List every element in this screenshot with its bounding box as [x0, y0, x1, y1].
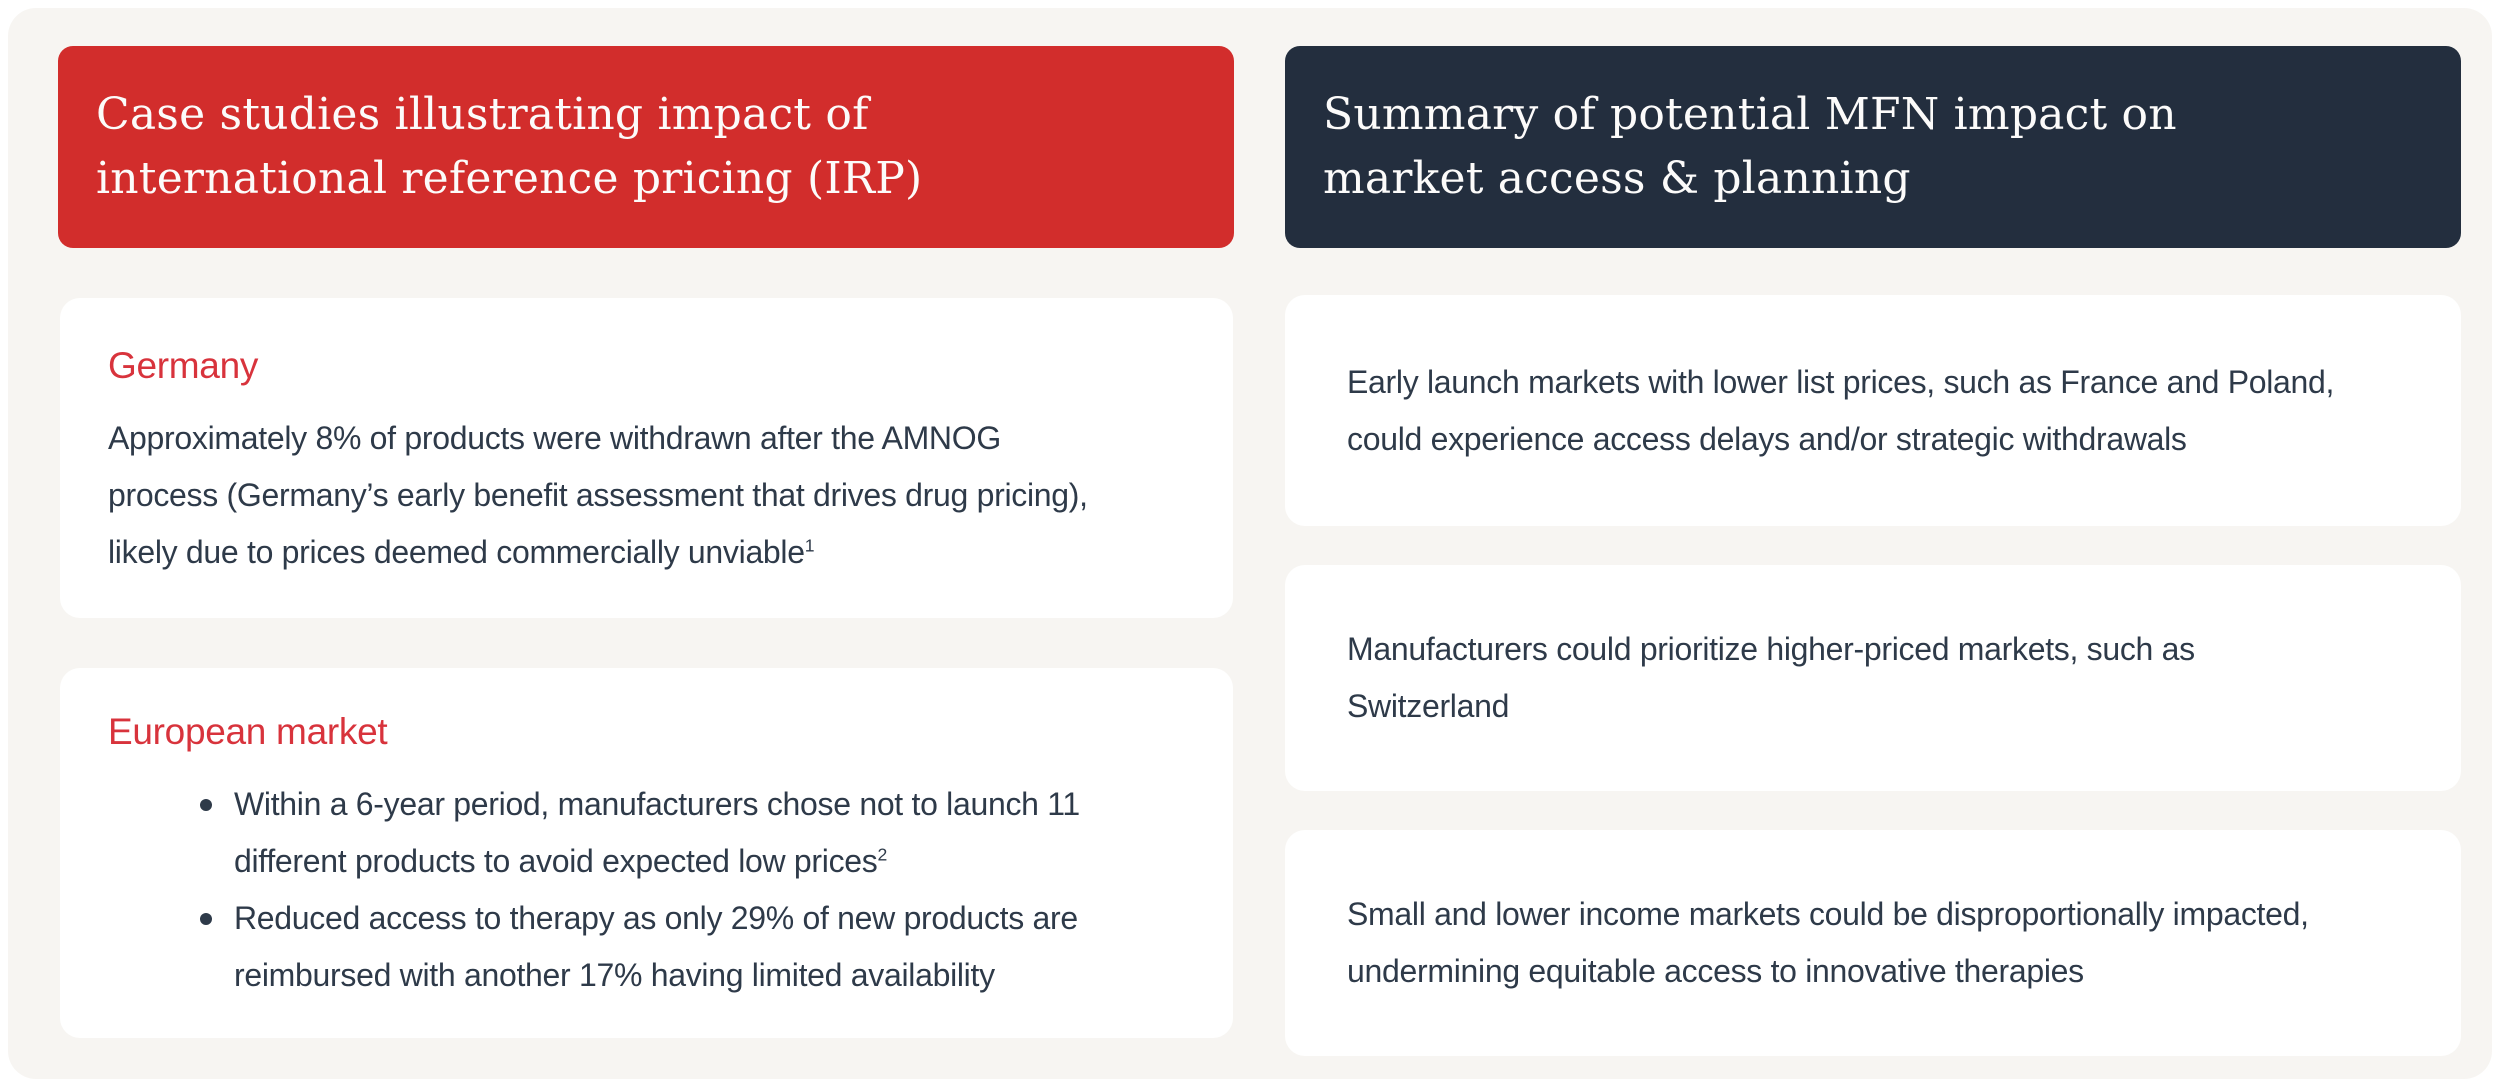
european-market-card: European market Within a 6-year period, …: [60, 668, 1233, 1038]
mfn-summary-header-title: Summary of potential MFN impact on marke…: [1323, 89, 2177, 204]
germany-card-heading: Germany: [108, 345, 259, 386]
mfn-summary-header: Summary of potential MFN impact on marke…: [1285, 46, 2461, 248]
european-market-bullet-2-text: Reduced access to therapy as only 29% of…: [234, 900, 1078, 993]
germany-card-body: Approximately 8% of products were withdr…: [108, 410, 1193, 581]
mfn-impact-card-prioritize-markets-text: Manufacturers could prioritize higher-pr…: [1347, 631, 2195, 724]
mfn-impact-card-prioritize-markets: Manufacturers could prioritize higher-pr…: [1285, 565, 2461, 791]
germany-card-footnote-marker: 1: [804, 535, 815, 556]
germany-card-body-text: Approximately 8% of products were withdr…: [108, 420, 1088, 570]
european-market-bullet-list: Within a 6-year period, manufacturers ch…: [108, 776, 1193, 1004]
european-market-card-heading: European market: [108, 711, 388, 752]
slide-canvas: Case studies illustrating impact of inte…: [8, 8, 2492, 1079]
irp-case-studies-header: Case studies illustrating impact of inte…: [58, 46, 1234, 248]
european-market-bullet-2: Reduced access to therapy as only 29% of…: [200, 890, 1193, 1004]
european-market-bullet-1: Within a 6-year period, manufacturers ch…: [200, 776, 1193, 890]
germany-card: Germany Approximately 8% of products wer…: [60, 298, 1233, 618]
mfn-impact-card-small-markets: Small and lower income markets could be …: [1285, 830, 2461, 1056]
european-market-bullet-1-footnote-marker: 2: [877, 844, 887, 865]
mfn-impact-card-small-markets-text: Small and lower income markets could be …: [1347, 896, 2309, 989]
mfn-impact-card-early-launch-text: Early launch markets with lower list pri…: [1347, 363, 2335, 457]
irp-case-studies-header-title: Case studies illustrating impact of inte…: [96, 89, 923, 204]
mfn-impact-card-early-launch: Early launch markets with lower list pri…: [1285, 295, 2461, 526]
european-market-bullet-1-text: Within a 6-year period, manufacturers ch…: [234, 786, 1080, 879]
